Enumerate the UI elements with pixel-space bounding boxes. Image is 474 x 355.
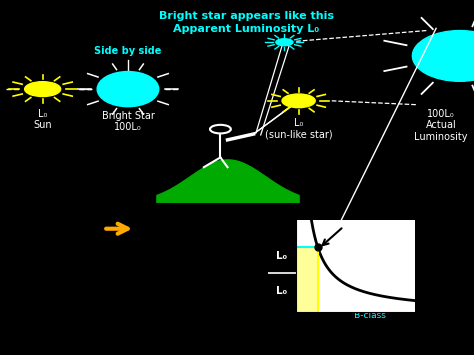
Text: $\mathbf{D}$: $\mathbf{D}$ (125, 260, 142, 279)
Text: Bright star appears like this
Apparent Luminosity L₀: Bright star appears like this Apparent L… (159, 11, 334, 34)
Text: $\mathbf{D^2}$: $\mathbf{D^2}$ (147, 219, 172, 239)
Text: $\mathbf{L}$: $\mathbf{L}$ (195, 230, 205, 244)
Text: Bright Star
100L₀: Bright Star 100L₀ (101, 110, 155, 132)
Circle shape (276, 39, 293, 46)
Ellipse shape (97, 71, 159, 106)
Text: 100L₀
Actual
Luminosity: 100L₀ Actual Luminosity (414, 109, 467, 142)
Text: ∝: ∝ (64, 221, 74, 236)
Text: 100: 100 (99, 261, 130, 276)
Text: $\mathbf{I}$: $\mathbf{I}$ (49, 220, 55, 238)
Text: 1: 1 (83, 212, 92, 225)
Text: =: = (66, 261, 81, 279)
Text: L₀: L₀ (276, 286, 288, 296)
Text: $\mathbf{D^2}$: $\mathbf{D^2}$ (79, 229, 97, 245)
Circle shape (25, 82, 61, 97)
Text: √: √ (84, 253, 100, 277)
Text: L₀
Sun: L₀ Sun (33, 109, 52, 130)
Text: 1: 1 (195, 212, 205, 225)
Text: (Intensity): (Intensity) (36, 243, 80, 252)
Text: Side by side: Side by side (94, 46, 162, 56)
Text: $\mathbf{D}$: $\mathbf{D}$ (11, 260, 28, 279)
Text: =: = (172, 220, 186, 238)
Text: blue-white
star
"B-class": blue-white star "B-class" (346, 287, 394, 320)
Text: to the
sun-like
star: to the sun-like star (148, 262, 178, 294)
Circle shape (282, 94, 315, 108)
Text: L₀: L₀ (276, 251, 288, 261)
Text: L₀
(sun-like star): L₀ (sun-like star) (265, 118, 332, 140)
Ellipse shape (412, 31, 474, 81)
Text: to the
bright
star: to the bright star (34, 262, 57, 294)
